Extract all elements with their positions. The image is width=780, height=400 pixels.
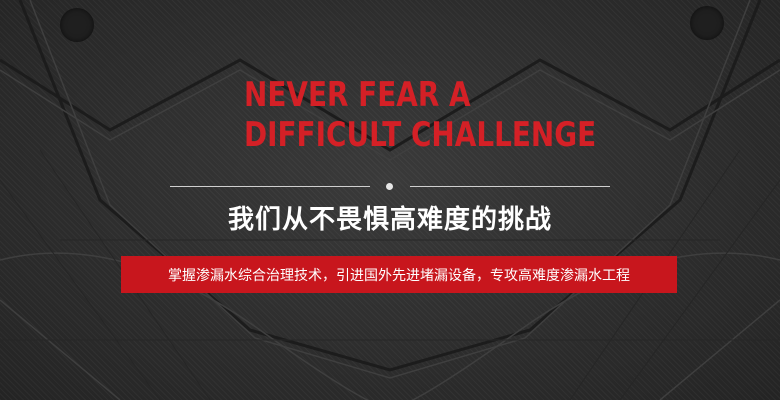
tagline-bar: 掌握渗漏水综合治理技术，引进国外先进堵漏设备，专攻高难度渗漏水工程 bbox=[121, 256, 677, 293]
decorative-circle-right bbox=[690, 6, 724, 40]
slogan-line-2: DIFFICULT CHALLENGE bbox=[244, 115, 597, 155]
slogan-line-1: NEVER FEAR A bbox=[244, 75, 471, 115]
title-divider bbox=[170, 183, 610, 191]
chinese-subtitle: 我们从不畏惧高难度的挑战 bbox=[227, 205, 552, 235]
english-slogan-heading: NEVER FEAR A DIFFICULT CHALLENGE bbox=[244, 75, 596, 155]
decorative-circle-left bbox=[60, 8, 94, 42]
divider-line-right bbox=[410, 186, 610, 187]
divider-line-left bbox=[170, 186, 370, 187]
tagline-text: 掌握渗漏水综合治理技术，引进国外先进堵漏设备，专攻高难度渗漏水工程 bbox=[168, 267, 630, 284]
divider-dot bbox=[386, 183, 393, 190]
